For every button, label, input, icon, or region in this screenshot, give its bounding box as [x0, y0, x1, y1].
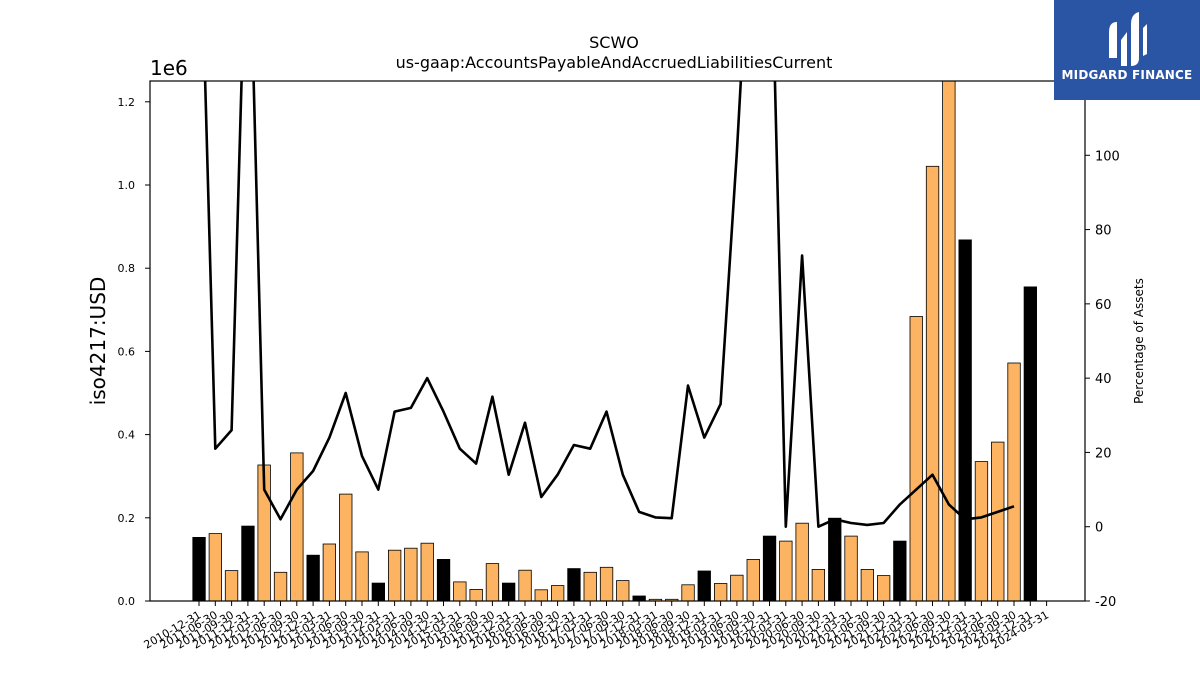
y2-tick-label: 100: [1095, 149, 1120, 164]
bar-2023-12-31: [1023, 286, 1037, 601]
bar-2022-12-31: [958, 239, 972, 601]
y-tick-label: 0.8: [118, 262, 136, 275]
y2-tick-label: 60: [1095, 298, 1112, 313]
bar-2017-12-31: [632, 595, 646, 601]
y2-axis-label: Percentage of Assets: [1132, 278, 1146, 404]
bar-2011-12-31: [241, 525, 255, 601]
bar-2013-12-31: [371, 582, 386, 601]
bars-layer: [192, 81, 1037, 601]
bar-2020-03-31: [779, 540, 793, 601]
bar-2023-09-30: [1007, 362, 1021, 601]
bar-2021-06-30: [860, 569, 874, 601]
bar-2022-09-30: [942, 81, 956, 601]
bar-2018-12-31: [697, 570, 711, 601]
y-offset-label: 1e6: [150, 56, 188, 80]
chart-subtitle: us-gaap:AccountsPayableAndAccruedLiabili…: [396, 53, 833, 72]
bar-2021-03-31: [844, 535, 858, 601]
y-tick-label: 0.4: [118, 429, 136, 442]
bar-2014-06-30: [404, 547, 418, 601]
y2-tick-label: 40: [1095, 372, 1112, 387]
bar-2022-03-31: [909, 316, 923, 601]
bar-2017-09-30: [616, 580, 630, 601]
y2-tick-label: 20: [1095, 446, 1112, 461]
bar-2012-09-30: [290, 452, 304, 601]
y-tick-label: 0.6: [118, 345, 136, 358]
y-tick-label: 0.0: [118, 595, 136, 608]
chart-title: SCWO: [589, 33, 639, 52]
bar-2020-06-30: [795, 522, 809, 601]
bar-2019-03-31: [714, 583, 728, 601]
line-layer: [203, 81, 1015, 529]
bar-2022-06-30: [925, 165, 940, 601]
bar-2013-03-31: [322, 543, 337, 601]
y2-tick-label: -20: [1095, 595, 1116, 610]
bar-2014-12-31: [436, 559, 451, 601]
bar-2011-09-30: [224, 570, 239, 601]
bar-2017-03-31: [583, 571, 597, 601]
bar-2020-12-31: [828, 517, 842, 601]
midgard-logo-icon: [1109, 12, 1147, 66]
bar-2016-12-31: [567, 568, 581, 601]
logo-text: MIDGARD FINANCE: [1061, 68, 1193, 82]
bar-2016-06-30: [534, 589, 548, 601]
bar-2015-06-30: [469, 589, 483, 601]
y2-tick-label: 80: [1095, 224, 1112, 239]
bar-2018-09-30: [681, 584, 695, 601]
bar-2013-06-30: [339, 493, 353, 601]
bar-2013-09-30: [355, 551, 369, 601]
y2-tick-label: 0: [1095, 521, 1103, 536]
bar-2015-03-31: [453, 581, 467, 601]
bar-2017-06-30: [599, 566, 614, 601]
y-tick-label: 1.2: [118, 96, 136, 109]
bar-2019-12-31: [762, 535, 777, 601]
bar-2021-09-30: [877, 575, 891, 601]
bar-2012-06-30: [273, 571, 288, 601]
plot-frame: [149, 80, 1086, 602]
bar-2019-06-30: [730, 574, 744, 601]
bar-2015-12-31: [501, 582, 516, 601]
bar-2012-12-31: [306, 554, 320, 601]
bar-2016-03-31: [518, 569, 532, 601]
bar-2023-06-30: [991, 441, 1005, 601]
bar-2014-03-31: [387, 549, 402, 601]
y-axis-label: iso4217:USD: [86, 277, 110, 406]
brand-logo: MIDGARD FINANCE: [1054, 0, 1200, 100]
bar-2016-09-30: [551, 585, 565, 601]
bar-2010-12-31: [192, 537, 206, 601]
bar-2019-09-30: [746, 559, 760, 601]
bar-2021-12-31: [893, 540, 907, 601]
bar-2023-03-31: [974, 461, 989, 601]
y-tick-label: 0.2: [118, 512, 136, 525]
percent-of-assets-line: [203, 81, 1015, 529]
bar-2020-09-30: [811, 569, 825, 601]
bar-2014-09-30: [420, 542, 434, 601]
y-axis-ticks: 0.0 0.2 0.4 0.6 0.8 1.0 1.2: [118, 96, 150, 608]
y-tick-label: 1.0: [118, 179, 136, 192]
x-axis-ticks: 2010-12-312011-06-302011-09-302011-12-31…: [142, 601, 1051, 652]
bar-2011-06-30: [208, 533, 223, 601]
bar-2015-09-30: [485, 563, 500, 601]
y2-axis-ticks: -20 0 20 40 60 80 100: [1085, 149, 1120, 610]
